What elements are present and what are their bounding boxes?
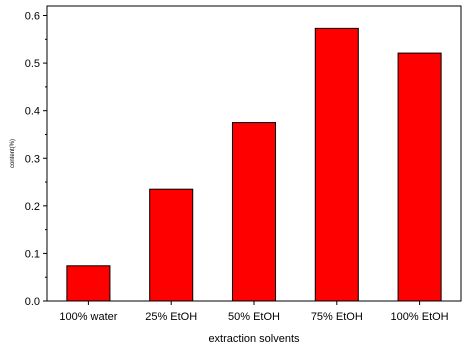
y-axis-title: content(%) <box>10 139 16 168</box>
x-tick-label: 100% EtOH <box>391 311 449 323</box>
y-tick-label: 0.2 <box>25 201 40 213</box>
bar-4 <box>314 27 359 302</box>
x-tick-label: 75% EtOH <box>311 311 363 323</box>
plot-frame <box>46 5 462 302</box>
bars-group <box>66 27 442 302</box>
x-axis-ticks: 100% water 25% EtOH 50% EtOH 75% EtOH 100% E… <box>59 301 449 323</box>
x-axis-title: extraction solvents <box>208 333 300 345</box>
y-tick-label: 0.6 <box>25 11 40 23</box>
y-tick-label: 0.0 <box>25 296 40 308</box>
y-tick-label: 0.5 <box>25 58 40 70</box>
y-tick-label: 0.3 <box>25 153 40 165</box>
bar-1 <box>66 265 111 302</box>
bar-3 <box>231 122 277 302</box>
y-tick-label: 0.4 <box>25 106 40 118</box>
x-tick-label: 25% EtOH <box>145 311 197 323</box>
y-axis-ticks: 0.0 0.1 0.2 0.3 0.4 0.5 0.6 <box>25 11 47 308</box>
bar-2 <box>149 188 194 302</box>
y-tick-label: 0.1 <box>25 248 40 260</box>
x-tick-label: 50% EtOH <box>228 311 280 323</box>
bar-5 <box>397 52 442 302</box>
x-tick-label: 100% water <box>59 311 117 323</box>
